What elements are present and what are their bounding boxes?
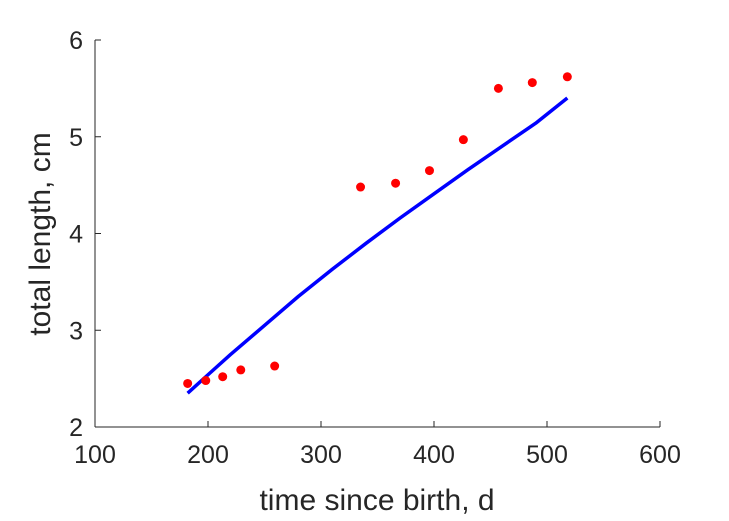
data-point (236, 365, 246, 375)
data-point (391, 178, 401, 188)
data-point (183, 378, 193, 388)
data-point (270, 361, 280, 371)
data-point (201, 376, 211, 386)
x-axis-title: time since birth, d (259, 484, 494, 517)
data-point (356, 182, 366, 192)
y-tick-label: 2 (69, 414, 83, 442)
fit-line (186, 96, 569, 395)
data-point (218, 372, 228, 382)
y-tick-label: 4 (69, 221, 83, 249)
x-tick-label: 600 (639, 441, 681, 469)
y-tick-label: 6 (69, 27, 83, 55)
x-tick-label: 200 (187, 441, 229, 469)
x-tick-label: 500 (526, 441, 568, 469)
y-tick-label: 3 (69, 317, 83, 345)
data-point (527, 78, 537, 88)
data-point (458, 135, 468, 145)
y-axis-title: total length, cm (24, 132, 57, 335)
x-tick-label: 400 (413, 441, 455, 469)
x-tick-label: 100 (74, 441, 116, 469)
axes: 100 200 300 400 500 600 2 3 4 5 6 (69, 27, 681, 469)
data-point (562, 72, 572, 82)
data-point (493, 83, 503, 93)
series-layer (183, 72, 572, 395)
y-tick-label: 5 (69, 124, 83, 152)
data-point (424, 166, 434, 176)
x-tick-label: 300 (300, 441, 342, 469)
